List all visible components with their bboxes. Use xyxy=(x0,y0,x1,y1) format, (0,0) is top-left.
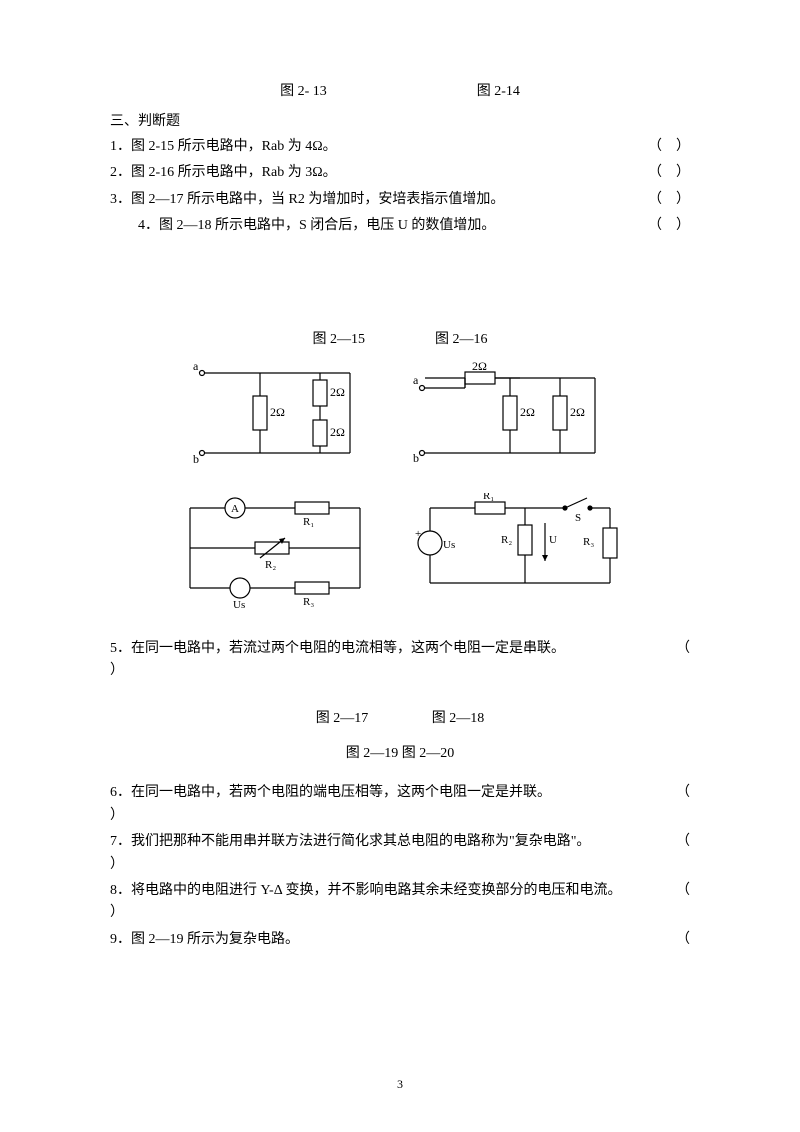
answer-open-paren: （ xyxy=(676,782,690,804)
r-2ohm-right: 2Ω xyxy=(570,405,585,419)
circuit-2-16: a b 2Ω 2Ω 2Ω xyxy=(410,358,610,468)
answer-close-paren: ） xyxy=(110,805,690,827)
question-5-text: 5．在同一电路中，若流过两个电阻的电流相等，这两个电阻一定是串联。 xyxy=(110,638,565,660)
fig-ref-13: 图 2- 13 xyxy=(280,80,327,100)
fig-label-15: 图 2—15 xyxy=(313,328,366,348)
section-title: 三、判断题 xyxy=(110,110,690,130)
fig-label-17: 图 2—17 xyxy=(316,711,369,726)
us-label: Us xyxy=(233,599,245,611)
answer-close-paren: ） xyxy=(110,854,690,876)
terminal-b: b xyxy=(193,452,199,466)
answer-blank: （ ） xyxy=(648,189,690,211)
circuit-2-18: + Us R₁ R₂ U S R₃ xyxy=(415,493,625,613)
answer-open-paren: （ xyxy=(676,831,690,853)
page-number: 3 xyxy=(397,1077,403,1092)
question-2: 2．图 2-16 所示电路中，Rab 为 3Ω。 （ ） xyxy=(110,162,690,184)
question-4-text: 4．图 2—18 所示电路中，S 闭合后，电压 U 的数值增加。 xyxy=(110,215,628,237)
plus-label: + xyxy=(415,528,421,540)
answer-open-paren: （ xyxy=(676,638,690,660)
answer-close-paren: ） xyxy=(110,902,690,924)
answer-blank: （ ） xyxy=(648,162,690,184)
question-6: 6．在同一电路中，若两个电阻的端电压相等，这两个电阻一定是并联。 （ ） xyxy=(110,782,690,827)
answer-blank: （ ） xyxy=(648,215,690,237)
fig-labels-17-18: 图 2—17 图 2—18 xyxy=(110,707,690,727)
top-figure-refs: 图 2- 13 图 2-14 xyxy=(110,80,690,100)
question-9-text: 9．图 2—19 所示为复杂电路。 xyxy=(110,929,299,951)
us-label: Us xyxy=(443,539,455,551)
question-9: 9．图 2—19 所示为复杂电路。 （ xyxy=(110,929,690,951)
r1-label: R₁ xyxy=(483,493,494,502)
answer-close-paren: ） xyxy=(110,660,690,682)
terminal-b: b xyxy=(413,451,419,465)
fig-label-16: 图 2—16 xyxy=(435,328,488,348)
r3-label: R₃ xyxy=(303,596,314,608)
question-3-text: 3．图 2—17 所示电路中，当 R2 为增加时，安培表指示值增加。 xyxy=(110,189,628,211)
r-2ohm-mid: 2Ω xyxy=(520,405,535,419)
question-3: 3．图 2—17 所示电路中，当 R2 为增加时，安培表指示值增加。 （ ） xyxy=(110,189,690,211)
question-2-text: 2．图 2-16 所示电路中，Rab 为 3Ω。 xyxy=(110,162,628,184)
r3-label: R₃ xyxy=(583,536,594,548)
answer-blank: （ ） xyxy=(648,136,690,158)
r-2ohm-top: 2Ω xyxy=(330,385,345,399)
fig-labels-19-20: 图 2—19 图 2—20 xyxy=(110,742,690,762)
r1-label: R₁ xyxy=(303,516,314,528)
r-2ohm-mid: 2Ω xyxy=(270,405,285,419)
question-1-text: 1．图 2-15 所示电路中，Rab 为 4Ω。 xyxy=(110,136,628,158)
question-5: 5．在同一电路中，若流过两个电阻的电流相等，这两个电阻一定是串联。 （ ） xyxy=(110,638,690,683)
question-7-text: 7．我们把那种不能用串并联方法进行简化求其总电阻的电路称为"复杂电路"。 xyxy=(110,831,590,853)
svg-text:A: A xyxy=(231,503,239,515)
fig-labels-15-16: 图 2—15 图 2—16 xyxy=(110,328,690,348)
r2-label: R₂ xyxy=(265,559,276,571)
answer-open-paren: （ xyxy=(676,929,690,951)
terminal-a: a xyxy=(193,359,199,373)
circuits-row-1: a b 2Ω 2Ω 2Ω xyxy=(110,358,690,468)
question-6-text: 6．在同一电路中，若两个电阻的端电压相等，这两个电阻一定是并联。 xyxy=(110,782,551,804)
answer-open-paren: （ xyxy=(676,880,690,902)
question-7: 7．我们把那种不能用串并联方法进行简化求其总电阻的电路称为"复杂电路"。 （ ） xyxy=(110,831,690,876)
r-2ohm-top: 2Ω xyxy=(472,359,487,373)
fig-label-18: 图 2—18 xyxy=(432,711,485,726)
circuit-2-17: A R₁ R₂ R₃ Us xyxy=(175,493,375,613)
circuits-row-2: A R₁ R₂ R₃ Us xyxy=(110,493,690,613)
u-label: U xyxy=(549,534,557,546)
r2-label: R₂ xyxy=(501,534,512,546)
circuit-2-15: a b 2Ω 2Ω 2Ω xyxy=(190,358,370,468)
r-2ohm-bot: 2Ω xyxy=(330,425,345,439)
question-4: 4．图 2—18 所示电路中，S 闭合后，电压 U 的数值增加。 （ ） xyxy=(110,215,690,237)
question-8: 8．将电路中的电阻进行 Y-Δ 变换，并不影响电路其余未经变换部分的电压和电流。… xyxy=(110,880,690,925)
terminal-a: a xyxy=(413,373,419,387)
question-1: 1．图 2-15 所示电路中，Rab 为 4Ω。 （ ） xyxy=(110,136,690,158)
s-label: S xyxy=(575,512,581,524)
question-8-text: 8．将电路中的电阻进行 Y-Δ 变换，并不影响电路其余未经变换部分的电压和电流。 xyxy=(110,880,621,902)
fig-ref-14: 图 2-14 xyxy=(477,80,520,100)
